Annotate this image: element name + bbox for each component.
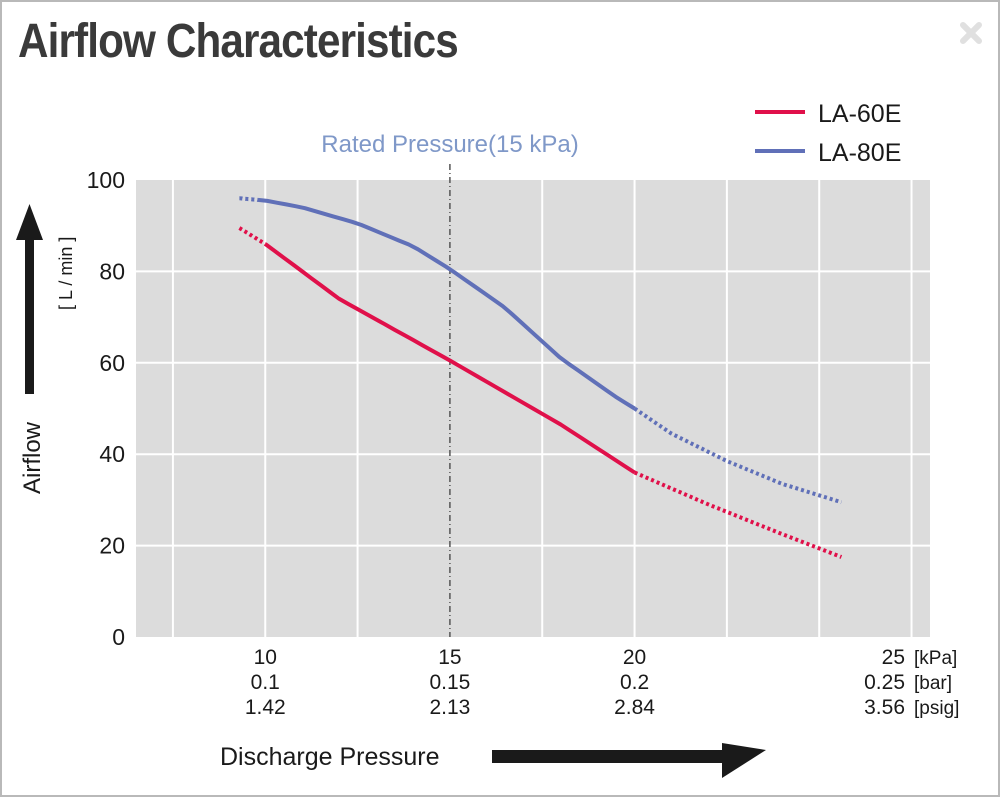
x-tick-label: 2.84: [614, 696, 655, 719]
x-tick-label: 0.2: [620, 671, 649, 694]
series-la80e-dotted-end: [633, 406, 842, 505]
x-tick-label: 10: [254, 646, 277, 669]
x-tick-label: 2.13: [429, 696, 470, 719]
y-axis-unit: [ L / min ]: [56, 237, 76, 310]
legend-label-la60e: LA-60E: [818, 100, 901, 128]
series-la60e-dotted-end: [633, 470, 843, 559]
x-tick-unit: [bar]: [914, 673, 952, 694]
y-tick-label: 80: [99, 258, 125, 284]
x-tick-label: 20: [623, 646, 646, 669]
x-tick-label: 25: [882, 646, 905, 669]
x-tick-label: 0.25: [864, 671, 905, 694]
y-tick-label: 100: [87, 167, 125, 193]
series-la60e-line: [264, 242, 636, 475]
y-tick-label: 60: [99, 350, 125, 376]
legend-label-la80e: LA-80E: [818, 139, 901, 167]
x-tick-unit: [kPa]: [914, 648, 957, 669]
x-tick-label: 0.15: [429, 671, 470, 694]
y-axis-arrow: [16, 204, 43, 394]
page-title: Airflow Characteristics: [18, 15, 459, 68]
x-tick-label: 0.1: [251, 671, 280, 694]
legend: LA-60E LA-80E: [755, 100, 901, 167]
y-axis-title: Airflow: [19, 421, 46, 494]
x-tick-label: 15: [438, 646, 461, 669]
x-axis-title: Discharge Pressure: [220, 743, 440, 771]
x-axis-arrow: [492, 743, 766, 778]
x-tick-label: 3.56: [864, 696, 905, 719]
y-tick-label: 20: [99, 533, 125, 559]
x-tick-label: 1.42: [245, 696, 286, 719]
y-tick-label: 0: [112, 624, 125, 650]
series-la60e-dotted-start: [238, 226, 267, 246]
y-tick-label: 40: [99, 441, 125, 467]
x-tick-unit: [psig]: [914, 698, 959, 719]
close-icon[interactable]: [954, 16, 988, 50]
rated-pressure-label: Rated Pressure(15 kPa): [321, 131, 578, 158]
series-la80e-line: [257, 197, 636, 411]
